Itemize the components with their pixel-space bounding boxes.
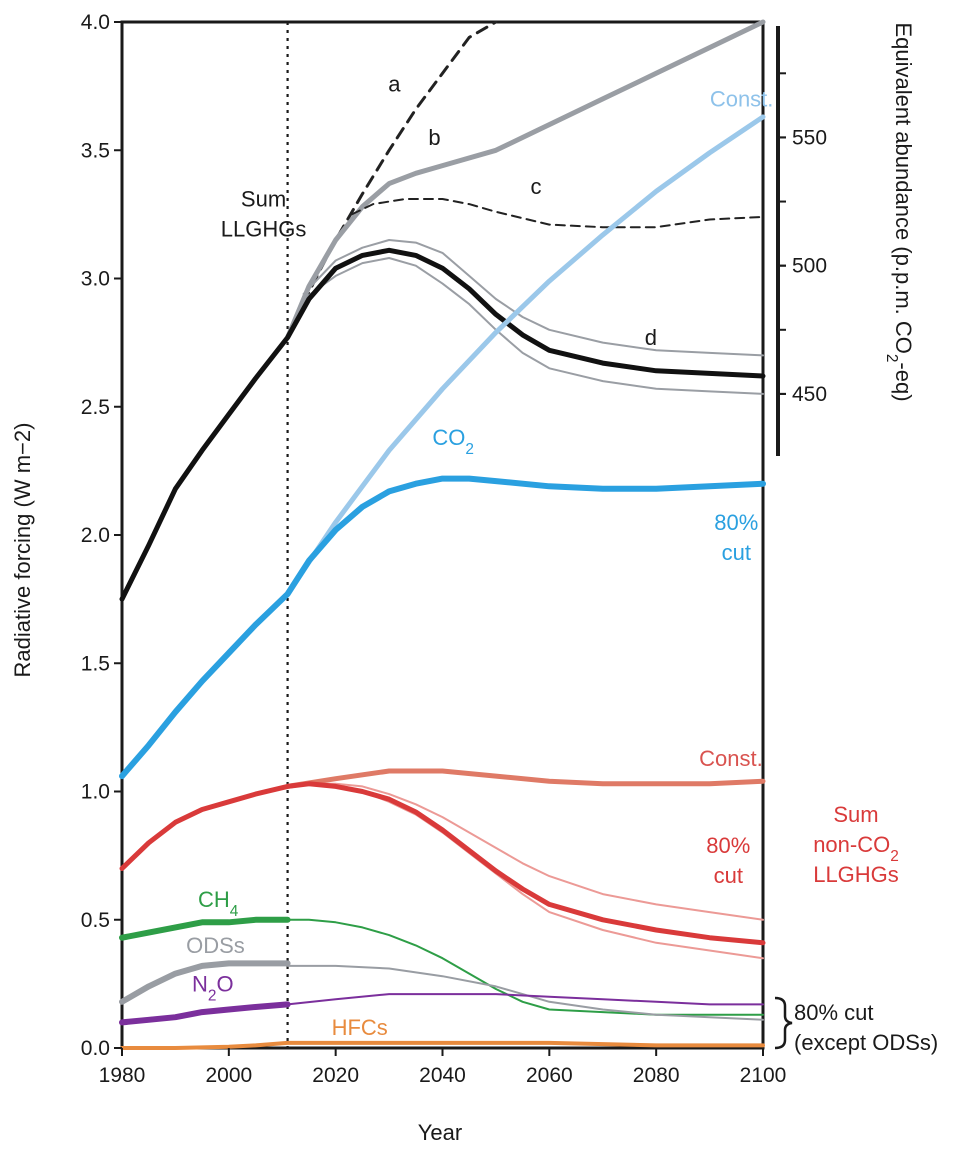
series-sum-lower-line bbox=[302, 257, 764, 395]
y-axis-title: Radiative forcing (W m−2) bbox=[10, 423, 35, 678]
series-co2-line bbox=[119, 475, 766, 780]
annotation-nonco2-cut-label: cut bbox=[714, 863, 743, 888]
x-tick-label: 2020 bbox=[312, 1064, 359, 1087]
y-tick-label: 2.0 bbox=[81, 524, 110, 547]
x-tick-label: 1980 bbox=[99, 1064, 146, 1087]
series-sum-nonco2-line bbox=[119, 781, 766, 946]
series-sum-llghgs-line bbox=[119, 247, 766, 602]
secondary-axis-tick-label: 550 bbox=[792, 126, 827, 149]
y-tick-label: 0.5 bbox=[81, 909, 110, 932]
series-nonco2-lower-line bbox=[286, 782, 764, 960]
series-ch4-line bbox=[119, 916, 291, 941]
annotation-a: a bbox=[388, 71, 401, 96]
annotation-co2-cut-label: cut bbox=[722, 540, 751, 565]
y-tick-label: 3.5 bbox=[81, 139, 110, 162]
y-tick-label: 1.5 bbox=[81, 652, 110, 675]
annotation-n2o-label: N2O bbox=[192, 972, 234, 1005]
annotation-sum-llghgs-label: LLGHGs bbox=[221, 217, 307, 242]
series-sum-upper-line bbox=[302, 239, 764, 357]
series-odss-line bbox=[119, 960, 291, 1005]
annotation-b: b bbox=[428, 125, 440, 150]
series-nonco2-upper-line bbox=[286, 782, 764, 921]
series-odss-proj-line bbox=[286, 964, 764, 1021]
side-label-cut-except: 80% cut bbox=[794, 1000, 874, 1025]
side-label-cut-except: (except ODSs) bbox=[794, 1030, 938, 1055]
x-tick-label: 2080 bbox=[633, 1064, 680, 1087]
annotation-ch4-label: CH4 bbox=[198, 887, 239, 920]
ticks-group: 1980 2000 2020 2040 2060 2080 2100 0.0 0.5 1.0 1.5… bbox=[81, 11, 787, 1087]
y-tick-label: 2.5 bbox=[81, 396, 110, 419]
x-tick-label: 2000 bbox=[205, 1064, 252, 1087]
series-n2o-proj-line bbox=[286, 993, 764, 1006]
annotation-co2-const-label: Const. bbox=[710, 87, 774, 112]
annotation-nonco2-cut-label: 80% bbox=[706, 833, 750, 858]
annotation-sum-llghgs-label: Sum bbox=[241, 187, 286, 212]
y-tick-label: 4.0 bbox=[81, 11, 110, 34]
side-label-sum-nonco2: non-CO2 bbox=[813, 832, 899, 865]
series-nonco2-const-line bbox=[285, 768, 766, 789]
annotation-odss-label: ODSs bbox=[186, 933, 245, 958]
secondary-axis-title: Equivalent abundance (p.p.m. CO2-eq) bbox=[884, 22, 917, 401]
y-tick-label: 1.0 bbox=[81, 781, 110, 804]
annotation-c: c bbox=[530, 174, 541, 199]
secondary-axis-group: 450 500 550 Equivalent abundance (p.p.m. CO… bbox=[776, 22, 917, 456]
x-tick-label: 2040 bbox=[419, 1064, 466, 1087]
annotation-co2-label: CO2 bbox=[432, 425, 474, 458]
series-group bbox=[119, 19, 766, 1050]
secondary-axis-tick-label: 500 bbox=[792, 255, 827, 278]
series-co2-const-line bbox=[285, 114, 766, 597]
x-tick-label: 2100 bbox=[740, 1064, 787, 1087]
series-hfcs-line bbox=[120, 1040, 765, 1050]
annotation-co2-cut-label: 80% bbox=[714, 510, 758, 535]
y-tick-label: 3.0 bbox=[81, 268, 110, 291]
x-axis-title: Year bbox=[418, 1120, 462, 1145]
series-n2o-line bbox=[119, 1001, 291, 1026]
side-label-sum-nonco2: LLGHGs bbox=[813, 862, 899, 887]
x-tick-label: 2060 bbox=[526, 1064, 573, 1087]
annotations-group: Sum LLGHGs a b c d Const. CO2 80% cut Const. 80% cut… bbox=[186, 71, 938, 1055]
annotation-nonco2-const-label: Const. bbox=[699, 746, 763, 771]
annotation-hfcs-label: HFCs bbox=[332, 1015, 388, 1040]
y-tick-label: 0.0 bbox=[81, 1037, 110, 1060]
annotation-d: d bbox=[645, 325, 657, 350]
secondary-axis-tick-label: 450 bbox=[792, 383, 827, 406]
series-c-line bbox=[350, 198, 764, 229]
series-b-line bbox=[285, 19, 766, 340]
cut-brace bbox=[774, 996, 793, 1050]
side-label-sum-nonco2: Sum bbox=[833, 802, 878, 827]
